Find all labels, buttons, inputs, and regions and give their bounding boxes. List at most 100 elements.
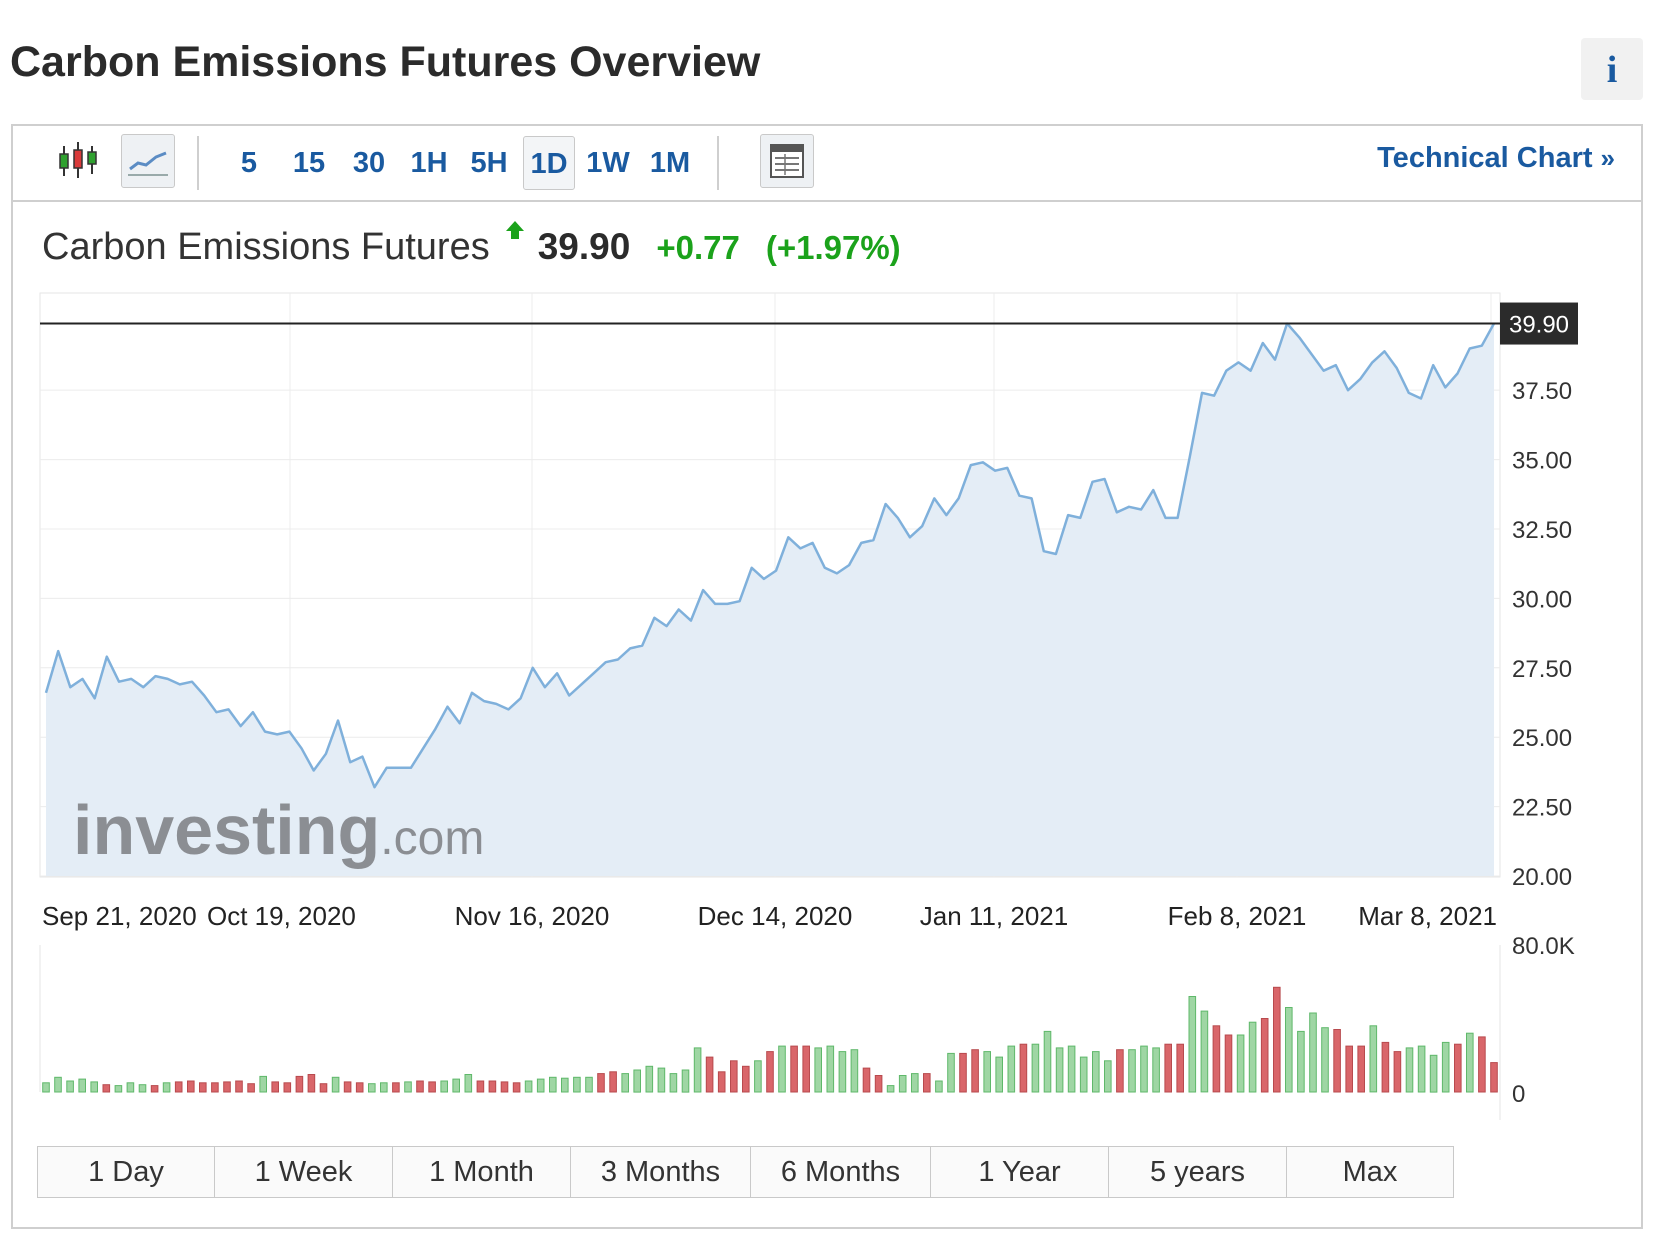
- volume-bar: [1164, 1043, 1173, 1093]
- volume-bar: [633, 1069, 642, 1093]
- volume-bar: [1405, 1047, 1414, 1093]
- volume-bar: [90, 1081, 99, 1093]
- x-tick-label: Feb 8, 2021: [1168, 901, 1307, 931]
- volume-bar: [874, 1075, 883, 1093]
- range-5-years[interactable]: 5 years: [1108, 1146, 1287, 1198]
- volume-bar: [1441, 1041, 1450, 1093]
- volume-bar: [1357, 1045, 1366, 1093]
- volume-bar: [911, 1073, 919, 1093]
- volume-bar: [1429, 1054, 1438, 1093]
- volume-bar: [1116, 1049, 1124, 1093]
- range-3-months[interactable]: 3 Months: [570, 1146, 751, 1198]
- y-tick-label: 22.50: [1512, 795, 1572, 822]
- volume-bar: [838, 1051, 847, 1093]
- y-tick-label: 35.00: [1512, 448, 1572, 475]
- interval-5h[interactable]: 5H: [470, 147, 508, 179]
- volume-bar: [126, 1082, 135, 1093]
- volume-bar: [1212, 1025, 1221, 1093]
- volume-bar: [1369, 1025, 1378, 1093]
- volume-bar: [476, 1080, 485, 1093]
- volume-bars: [39, 945, 1501, 1120]
- volume-bar: [1285, 1007, 1293, 1093]
- technical-chart-label: Technical Chart: [1377, 142, 1593, 174]
- volume-bar: [66, 1080, 74, 1093]
- volume-bar: [428, 1081, 436, 1093]
- volume-bar: [211, 1082, 219, 1093]
- interval-1w[interactable]: 1W: [586, 147, 630, 179]
- volume-bar: [1273, 986, 1281, 1093]
- volume-tick-label: 0: [1512, 1081, 1525, 1108]
- volume-bar: [850, 1049, 859, 1093]
- page-title: Carbon Emissions Futures Overview: [10, 38, 761, 86]
- volume-bar: [536, 1078, 545, 1093]
- volume-bar: [549, 1076, 557, 1093]
- price-area: [44, 322, 1496, 876]
- volume-bar: [283, 1082, 292, 1093]
- volume-bar: [585, 1076, 593, 1093]
- info-icon: i: [1606, 49, 1618, 91]
- range-1-month[interactable]: 1 Month: [392, 1146, 571, 1198]
- x-tick-label: Sep 21, 2020: [42, 901, 197, 931]
- volume-bar: [1236, 1034, 1245, 1093]
- range-1-year[interactable]: 1 Year: [930, 1146, 1109, 1198]
- volume-bar: [102, 1084, 111, 1093]
- range-6-months[interactable]: 6 Months: [750, 1146, 931, 1198]
- interval-1m[interactable]: 1M: [649, 147, 691, 179]
- volume-bar: [452, 1078, 460, 1093]
- y-tick-label: 25.00: [1512, 725, 1572, 752]
- volume-bar: [1200, 1010, 1209, 1093]
- volume-bar: [657, 1067, 666, 1093]
- interval-1h[interactable]: 1H: [410, 147, 448, 179]
- volume-bar: [923, 1073, 931, 1093]
- price-change-percent: (+1.97%): [765, 229, 901, 266]
- info-button[interactable]: i: [1581, 38, 1643, 100]
- volume-bar: [597, 1073, 605, 1093]
- interval-1d[interactable]: 1D: [523, 136, 575, 190]
- volume-bar: [488, 1080, 497, 1093]
- up-arrow-icon: [504, 219, 526, 241]
- volume-bar: [331, 1076, 340, 1093]
- volume-bar: [343, 1081, 352, 1093]
- data-table-icon[interactable]: [760, 134, 814, 188]
- interval-5[interactable]: 5: [240, 147, 258, 179]
- volume-bar: [78, 1078, 87, 1093]
- volume-bar: [307, 1074, 316, 1093]
- range-1-week[interactable]: 1 Week: [214, 1146, 393, 1198]
- volume-bar: [935, 1080, 943, 1093]
- range-max[interactable]: Max: [1286, 1146, 1454, 1198]
- volume-bar: [138, 1084, 147, 1093]
- volume-bar: [814, 1047, 823, 1093]
- volume-bar: [645, 1065, 654, 1093]
- volume-bar: [1381, 1041, 1390, 1093]
- volume-bar: [295, 1075, 304, 1093]
- y-tick-label: 32.50: [1512, 517, 1572, 544]
- volume-bar: [1055, 1047, 1064, 1093]
- volume-bar: [500, 1081, 509, 1093]
- toolbar-divider: [717, 136, 719, 190]
- volume-bar: [187, 1080, 195, 1093]
- volume-bar: [259, 1075, 267, 1093]
- volume-bar: [573, 1076, 581, 1093]
- line-chart-icon[interactable]: [121, 134, 175, 188]
- technical-chart-link[interactable]: Technical Chart»: [1377, 142, 1615, 175]
- volume-bar: [524, 1080, 533, 1093]
- volume-bar: [1079, 1056, 1088, 1093]
- range-1-day[interactable]: 1 Day: [37, 1146, 215, 1198]
- volume-bar: [1478, 1036, 1486, 1093]
- interval-15[interactable]: 15: [292, 147, 326, 179]
- volume-bar: [802, 1045, 811, 1093]
- volume-bar: [705, 1056, 714, 1093]
- chart-panel: [11, 124, 1643, 1229]
- instrument-name: Carbon Emissions Futures: [42, 226, 490, 268]
- volume-bar: [1417, 1045, 1426, 1093]
- candlestick-chart-icon[interactable]: [51, 134, 105, 188]
- volume-bar: [1490, 1062, 1498, 1093]
- volume-bar: [693, 1047, 702, 1093]
- volume-bar: [1248, 1021, 1257, 1093]
- y-tick-label: 37.50: [1512, 378, 1572, 405]
- interval-30[interactable]: 30: [352, 147, 386, 179]
- volume-bar: [1152, 1047, 1160, 1093]
- volume-bar: [1104, 1060, 1112, 1093]
- volume-bar: [512, 1082, 521, 1093]
